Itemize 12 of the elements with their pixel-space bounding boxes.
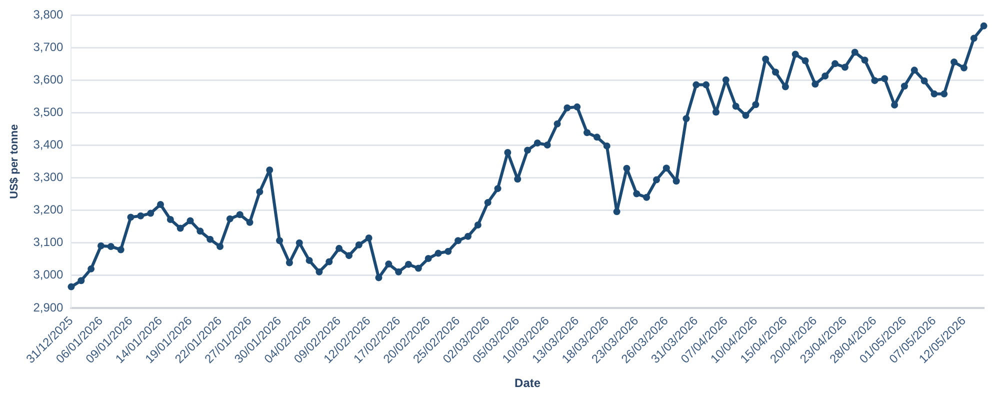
y-tick-label: 2,900 — [33, 300, 64, 314]
y-tick-label: 3,100 — [33, 235, 64, 250]
y-tick-label: 3,500 — [33, 105, 64, 120]
y-tick-label: 3,300 — [33, 170, 64, 184]
y-tick-label: 3,200 — [33, 202, 64, 217]
y-tick-label: 3,700 — [33, 40, 64, 54]
y-tick-label: 3,400 — [33, 138, 64, 152]
y-axis-title: US$ per tonne — [8, 124, 21, 199]
y-tick-label: 3,800 — [33, 8, 64, 22]
y-tick-label: 3,000 — [33, 268, 64, 282]
x-axis-title: Date — [514, 376, 541, 390]
y-tick-label: 3,600 — [33, 72, 64, 87]
